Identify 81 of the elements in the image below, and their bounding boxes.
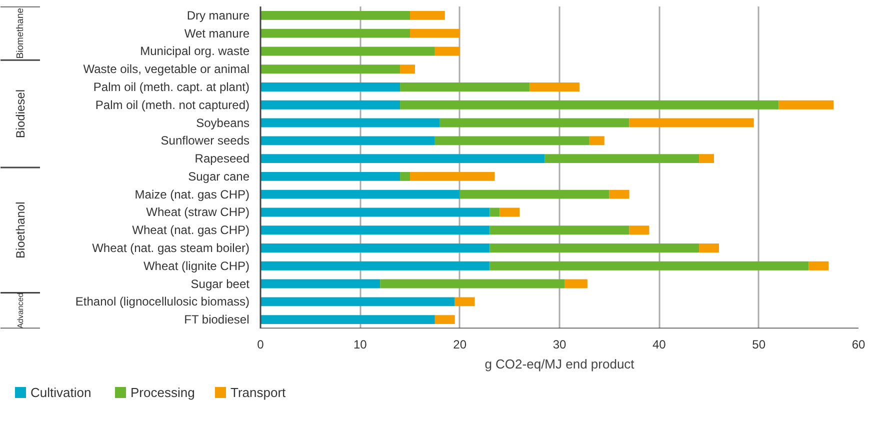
bar: [260, 46, 435, 56]
text: Bioethanol: [14, 202, 28, 258]
y-tick-label: Palm oil (meth. capt. at plant): [93, 80, 250, 94]
bar: [629, 226, 650, 235]
bar: [454, 297, 475, 306]
bar: [440, 118, 630, 128]
bar: [410, 10, 445, 20]
bar: [260, 208, 490, 217]
bar: [530, 82, 580, 92]
y-tick-label: Waste oils, vegetable or animal: [83, 62, 250, 76]
x-tick-label: 10: [353, 338, 368, 352]
y-tick-label: Sunflower seeds: [160, 134, 250, 148]
bar: [260, 172, 400, 181]
bar: [490, 244, 700, 252]
bar: [460, 190, 610, 199]
bar: [699, 154, 714, 164]
legend-label: Processing: [130, 385, 195, 400]
bar: [434, 46, 460, 56]
bar: [699, 244, 719, 252]
x-tick-label: 50: [752, 338, 766, 352]
bar: [564, 279, 588, 288]
bar: [490, 208, 500, 217]
x-tick-label: 20: [453, 338, 467, 352]
bar: [260, 64, 400, 74]
y-tick-label: Wheat (straw CHP): [146, 205, 250, 220]
bar: [400, 82, 530, 92]
bar: [490, 226, 630, 235]
text: Biomethane: [15, 8, 26, 59]
bar: [808, 261, 829, 270]
legend-label: Transport: [230, 385, 286, 400]
bar: [260, 136, 435, 146]
y-tick-label: Rapeseed: [194, 152, 250, 166]
y-tick-label: FT biodiesel: [184, 312, 250, 327]
y-tick-label: Wheat (nat. gas CHP): [132, 223, 250, 238]
bar: [260, 244, 490, 252]
bar: [629, 118, 754, 128]
bar: [260, 10, 410, 20]
bar: [400, 172, 410, 181]
bar: [434, 315, 455, 324]
y-tick-label: Wheat (lignite CHP): [143, 258, 250, 273]
y-tick-label: Wet manure: [184, 26, 250, 40]
y-tick-label: Sugar cane: [188, 169, 250, 184]
x-tick-label: 0: [257, 338, 264, 352]
x-tick-label: 60: [852, 338, 866, 352]
bar: [260, 279, 380, 288]
bar: [778, 100, 834, 110]
y-tick-label: Wheat (nat. gas steam boiler): [92, 241, 250, 255]
bar: [260, 118, 440, 128]
bar: [260, 315, 435, 324]
y-tick-label: Ethanol (lignocellulosic biomass): [75, 294, 250, 309]
bar: [400, 64, 415, 74]
bar: [434, 136, 590, 146]
bar: [609, 190, 630, 199]
y-tick-label: Municipal org. waste: [140, 44, 250, 58]
bar: [589, 136, 604, 146]
x-axis-title: g CO2-eq/MJ end product: [484, 356, 635, 372]
text: Biodiesel: [14, 89, 28, 138]
bar: [500, 208, 520, 217]
bar: [260, 297, 455, 306]
text: Advanced: [16, 292, 25, 328]
bar: [260, 261, 490, 270]
y-tick-label: Palm oil (meth. not captured): [95, 98, 250, 112]
bar: [380, 279, 564, 288]
bar: [260, 154, 545, 164]
x-tick-label: 30: [552, 338, 566, 352]
y-tick-label: Sugar beet: [190, 276, 250, 291]
legend-label: Cultivation: [30, 385, 92, 400]
bar: [490, 261, 809, 270]
y-tick-label: Maize (nat. gas CHP): [134, 187, 250, 202]
bar: [410, 28, 460, 38]
bar: [410, 172, 495, 181]
x-tick-label: 40: [652, 338, 666, 352]
y-tick-label: Dry manure: [186, 8, 250, 22]
bar: [260, 28, 410, 38]
bar: [544, 154, 700, 164]
bar: [400, 100, 779, 110]
bar: [260, 100, 400, 110]
bar: [260, 190, 460, 199]
bar: [260, 226, 490, 235]
bar: [260, 82, 400, 92]
y-tick-label: Soybeans: [196, 116, 250, 130]
